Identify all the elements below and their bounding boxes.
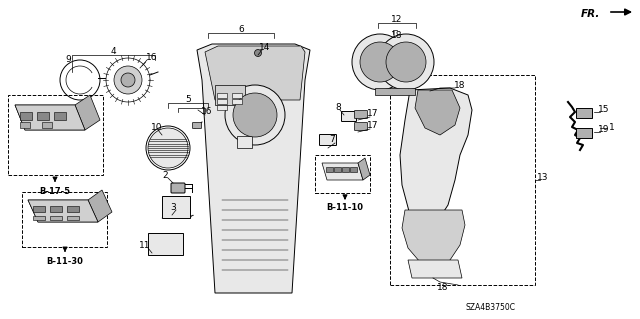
Circle shape bbox=[360, 42, 400, 82]
Bar bbox=[8, 95, 103, 175]
Bar bbox=[22, 192, 107, 247]
Bar bbox=[148, 233, 183, 255]
Bar bbox=[33, 216, 45, 220]
Bar bbox=[334, 167, 341, 172]
Text: 3: 3 bbox=[170, 203, 176, 211]
FancyBboxPatch shape bbox=[193, 122, 202, 129]
Text: 12: 12 bbox=[391, 14, 403, 24]
Polygon shape bbox=[15, 105, 85, 130]
Bar bbox=[67, 216, 79, 220]
Circle shape bbox=[378, 34, 434, 90]
Text: 16: 16 bbox=[201, 107, 212, 115]
Text: 5: 5 bbox=[185, 94, 191, 103]
Bar bbox=[37, 112, 49, 120]
Bar bbox=[237, 136, 252, 148]
Bar bbox=[232, 99, 242, 104]
Polygon shape bbox=[375, 88, 415, 95]
Text: 4: 4 bbox=[110, 47, 116, 56]
Bar bbox=[50, 206, 62, 212]
Text: 18: 18 bbox=[437, 283, 449, 292]
Bar bbox=[50, 216, 62, 220]
Bar bbox=[217, 105, 227, 110]
FancyBboxPatch shape bbox=[319, 135, 337, 145]
Text: B-11-30: B-11-30 bbox=[47, 257, 83, 266]
Text: 7: 7 bbox=[329, 136, 335, 145]
Text: 9: 9 bbox=[65, 56, 71, 64]
Polygon shape bbox=[15, 105, 85, 130]
Polygon shape bbox=[322, 163, 363, 180]
Text: FR.: FR. bbox=[580, 9, 600, 19]
Bar bbox=[162, 196, 190, 218]
Polygon shape bbox=[408, 260, 462, 278]
Text: 16: 16 bbox=[147, 54, 157, 63]
Text: 1: 1 bbox=[609, 123, 615, 132]
Bar bbox=[20, 122, 30, 128]
Bar bbox=[67, 206, 79, 212]
Bar bbox=[217, 93, 227, 98]
FancyBboxPatch shape bbox=[355, 122, 367, 130]
Text: 18: 18 bbox=[391, 32, 403, 41]
Text: 18: 18 bbox=[454, 81, 466, 91]
Bar bbox=[33, 206, 45, 212]
Polygon shape bbox=[205, 46, 305, 100]
Text: SZA4B3750C: SZA4B3750C bbox=[465, 303, 515, 313]
FancyBboxPatch shape bbox=[342, 112, 356, 122]
Bar bbox=[217, 99, 227, 104]
Polygon shape bbox=[28, 200, 98, 222]
Bar bbox=[215, 85, 245, 105]
Text: 6: 6 bbox=[238, 25, 244, 33]
Bar bbox=[54, 112, 66, 120]
Text: 2: 2 bbox=[162, 170, 168, 180]
Text: 11: 11 bbox=[140, 241, 151, 249]
Text: B-11-10: B-11-10 bbox=[326, 204, 364, 212]
Circle shape bbox=[233, 93, 277, 137]
Polygon shape bbox=[402, 210, 465, 268]
Bar bbox=[350, 167, 357, 172]
Bar bbox=[326, 167, 333, 172]
Bar bbox=[20, 112, 32, 120]
Polygon shape bbox=[88, 190, 112, 222]
Polygon shape bbox=[400, 88, 472, 225]
Text: B-17-5: B-17-5 bbox=[40, 188, 70, 197]
Text: 15: 15 bbox=[598, 106, 610, 115]
Bar bbox=[42, 122, 52, 128]
Text: 8: 8 bbox=[335, 102, 341, 112]
Bar bbox=[315, 155, 370, 193]
Text: 14: 14 bbox=[259, 42, 271, 51]
Circle shape bbox=[148, 128, 188, 168]
Polygon shape bbox=[28, 200, 98, 222]
Text: 17: 17 bbox=[367, 109, 379, 118]
Text: 19: 19 bbox=[598, 125, 610, 135]
Circle shape bbox=[225, 85, 285, 145]
Bar bbox=[342, 167, 349, 172]
Circle shape bbox=[352, 34, 408, 90]
Text: 10: 10 bbox=[151, 122, 163, 131]
Bar bbox=[232, 93, 242, 98]
Polygon shape bbox=[358, 158, 370, 180]
Circle shape bbox=[386, 42, 426, 82]
Polygon shape bbox=[576, 108, 592, 118]
Polygon shape bbox=[415, 90, 460, 135]
Circle shape bbox=[255, 49, 262, 56]
Circle shape bbox=[121, 73, 135, 87]
Polygon shape bbox=[576, 128, 592, 138]
Text: 17: 17 bbox=[367, 122, 379, 130]
FancyBboxPatch shape bbox=[171, 183, 185, 193]
Polygon shape bbox=[197, 44, 310, 293]
FancyBboxPatch shape bbox=[355, 110, 367, 118]
Text: 13: 13 bbox=[537, 174, 548, 182]
Bar bbox=[390, 75, 535, 285]
Polygon shape bbox=[75, 95, 100, 130]
Circle shape bbox=[114, 66, 142, 94]
